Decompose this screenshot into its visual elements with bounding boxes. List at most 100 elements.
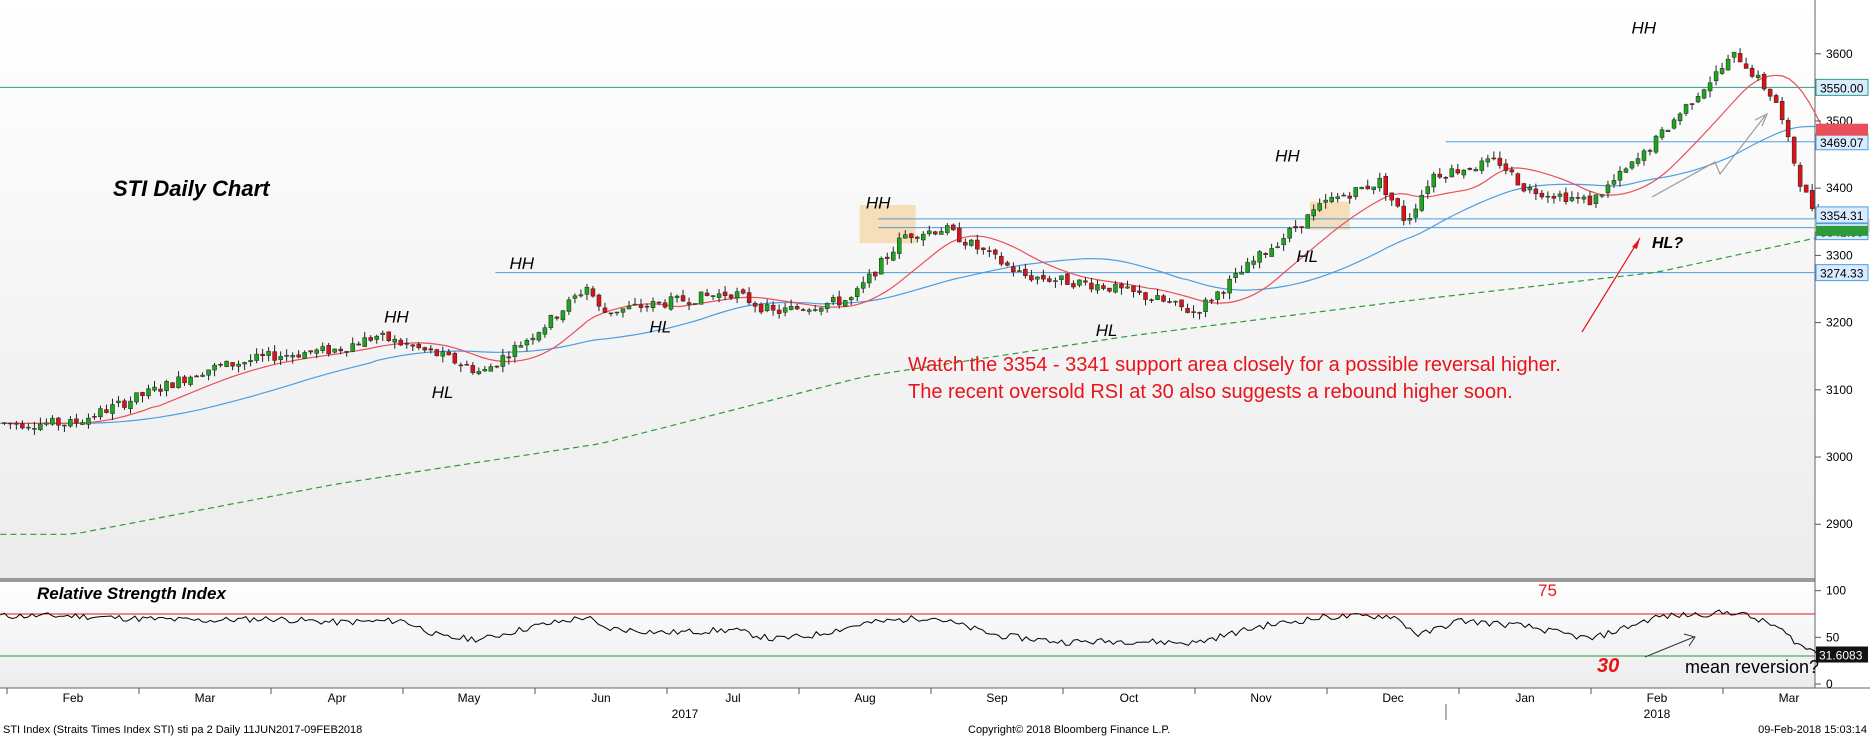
candle [1191,305,1196,319]
candle-body [746,292,752,304]
candle [416,342,422,351]
candle-body [326,344,331,355]
candle [909,232,914,244]
x-year-label: 2018 [1644,707,1671,721]
candle [1449,164,1455,178]
candle-body [1725,58,1731,71]
candle-body [260,353,265,356]
candle [1635,152,1641,167]
candle-body [356,343,361,346]
candle [1779,97,1785,125]
candle-body [80,422,85,425]
candle-body [626,305,632,310]
candle-body [428,348,434,351]
candle [1173,300,1178,306]
x-month-label: Apr [328,691,347,705]
candle-body [248,360,253,363]
candle [1257,250,1262,269]
candle [170,382,175,389]
candle [1725,54,1731,71]
candle-body [890,251,896,261]
candle-body [1689,103,1695,105]
candle-body [500,355,506,367]
price-layer: HH HL HH HL HH HL HH HL HH [0,19,1870,535]
candle [999,252,1004,267]
candle-body [1629,161,1635,169]
candle-body [1083,280,1088,283]
candle-body [146,388,151,397]
candle-body [1023,268,1028,277]
candle [1077,279,1082,288]
candle [1161,294,1166,303]
candle [194,374,199,378]
rsi-arrow [1644,636,1695,658]
candle [470,362,476,375]
candle [704,288,710,297]
candle-body [824,302,830,309]
candle-body [1005,262,1010,266]
candle [260,348,265,362]
candle [368,335,373,342]
candle [530,333,536,345]
candle-body [704,292,710,296]
annotation-arrowhead [1632,238,1640,249]
rsi-tick-label: 50 [1826,630,1840,644]
candle-body [200,374,205,377]
candle [284,349,289,362]
candle-body [1245,262,1250,273]
candle-body [560,310,566,321]
candle-body [572,295,578,299]
candle-body [338,348,343,352]
zone-nov-low [1309,201,1350,230]
candle [1689,103,1695,110]
candle-body [116,400,121,404]
candle [44,418,49,427]
candle-body [1521,183,1527,192]
candle [1539,189,1545,200]
rsi-value-label: 31.6083 [1819,649,1863,663]
candle [788,299,794,311]
candle-body [1563,192,1569,202]
candle [476,367,482,376]
candle-body [866,273,872,284]
candle [1575,192,1581,204]
candle-body [1167,301,1172,303]
candle-body [1233,272,1238,278]
candle [951,223,956,231]
candle-body [14,422,19,425]
candle-body [662,302,668,308]
candle [8,422,13,430]
candle [290,352,295,364]
x-month-label: Feb [1647,691,1668,705]
candle [1311,204,1316,221]
candle-body [1599,194,1605,197]
price-tick-label: 3600 [1826,47,1853,61]
candle-body [1617,170,1623,181]
candle-body [830,297,836,303]
candle-body [164,381,169,392]
candle [1197,311,1202,320]
candle-body [854,288,860,297]
candle-body [698,291,704,305]
candle [776,304,782,319]
candle [981,247,986,255]
candle-body [170,382,175,389]
candle [1659,126,1665,141]
candle-body [320,346,325,351]
candle-body [1431,173,1437,188]
candle-body [1557,193,1563,197]
candle-body [1467,167,1473,170]
candle-body [1143,292,1148,300]
candle-body [392,338,397,343]
candle [86,413,91,429]
candle-body [98,408,103,418]
candle-body [903,234,908,239]
candle [860,276,866,294]
candle-body [1413,208,1419,218]
candle [50,415,55,426]
pivot-label-hh: HH [1632,19,1657,38]
price-tick-label: 3200 [1826,316,1853,330]
candle-body [134,392,139,403]
x-month-label: Dec [1382,691,1403,705]
